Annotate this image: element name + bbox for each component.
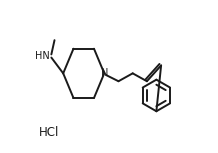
Text: HCl: HCl <box>39 126 60 139</box>
Text: N: N <box>100 68 108 78</box>
Text: HN: HN <box>35 51 50 61</box>
